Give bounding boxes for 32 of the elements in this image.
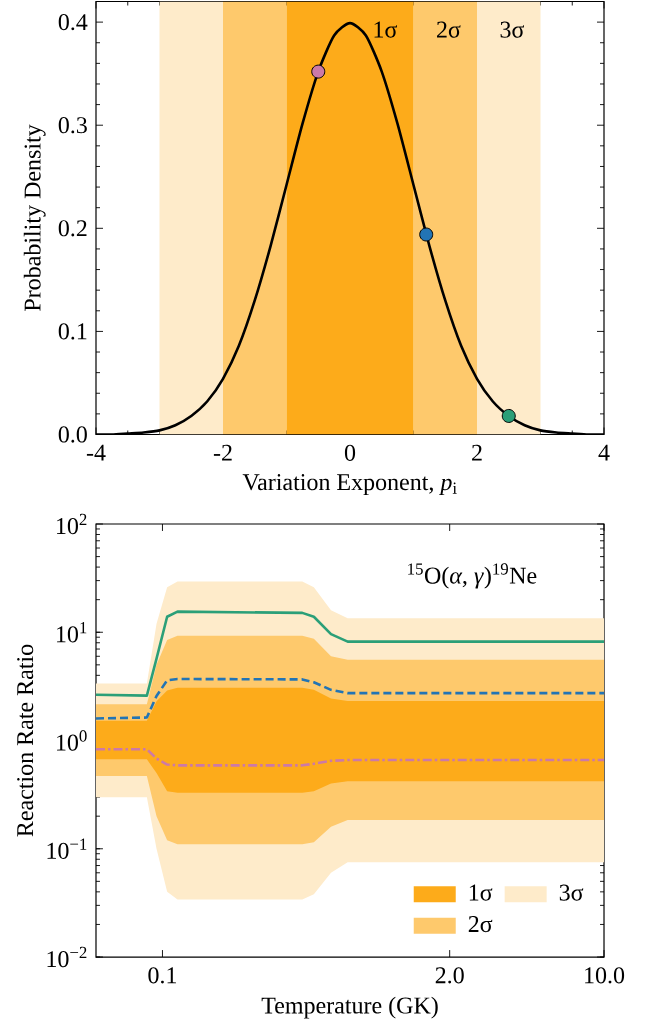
- x-tick-label: 2.0: [435, 967, 464, 984]
- x-tick-label: 2: [472, 444, 482, 461]
- y-tick-label: 10$^{1}$: [57, 622, 87, 643]
- y-tick-label: 10$^{0}$: [57, 730, 87, 751]
- y-tick-label: 0.1: [58, 323, 87, 340]
- band-label: 3σ: [500, 21, 525, 38]
- annotation: $^{15}$O(α, γ)$^{19}$Ne: [408, 563, 537, 589]
- band-label: 1σ: [374, 21, 398, 38]
- y-tick-label: 10$^{2}$: [57, 513, 87, 535]
- y-tick-label: 0.0: [58, 426, 87, 443]
- legend-label: 2σ: [468, 916, 493, 933]
- y-tick-label: 0.4: [58, 13, 88, 31]
- x-tick-label: 0.1: [148, 967, 177, 984]
- point: [311, 64, 326, 79]
- y-axis-title: Probability Density: [23, 124, 46, 311]
- x-tick-label: 4: [598, 444, 610, 461]
- x-tick-label: 0: [344, 444, 356, 461]
- x-tick-label: -4: [86, 444, 106, 461]
- legend-label: 1σ: [469, 884, 493, 901]
- band-label: 2σ: [437, 21, 461, 38]
- legend-label: 3σ: [559, 884, 584, 901]
- x-tick-label: -2: [213, 444, 232, 461]
- x-tick-label: 10.0: [585, 967, 625, 984]
- point: [501, 408, 516, 423]
- point: [419, 227, 434, 242]
- y-tick-label: 10$^{−2}$: [47, 946, 87, 968]
- y-axis-title: Reaction Rate Ratio: [17, 644, 34, 837]
- y-tick-label: 0.2: [58, 220, 87, 237]
- x-axis-title: Variation Exponent, p$_{i}$: [242, 474, 457, 496]
- x-axis-title: Temperature (GK): [261, 996, 438, 1019]
- y-tick-label: 0.3: [58, 117, 87, 134]
- y-tick-label: 10$^{−1}$: [47, 838, 87, 859]
